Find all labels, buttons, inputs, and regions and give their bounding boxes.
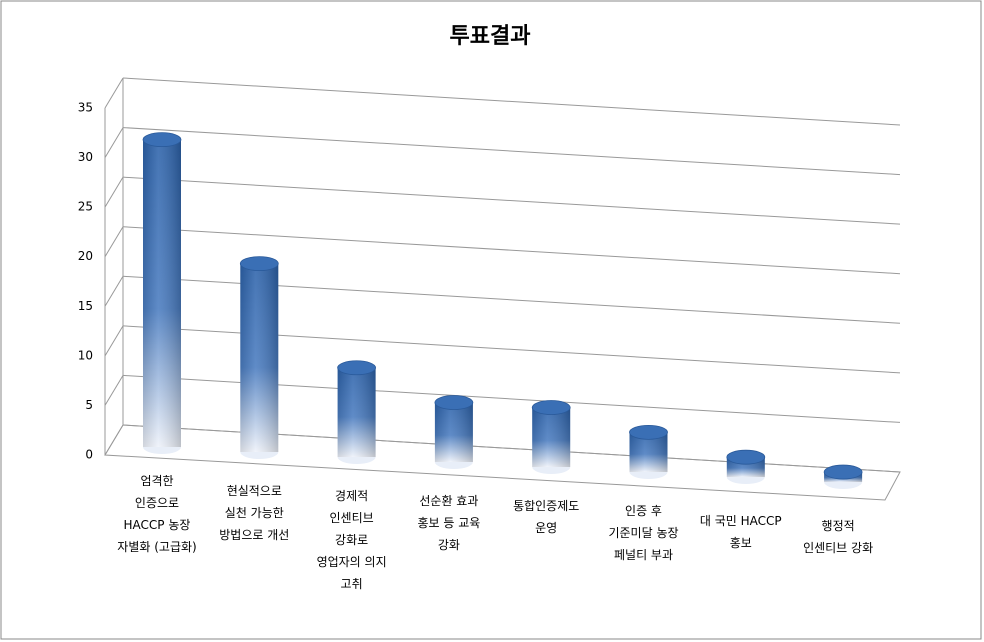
bar-part (726, 449, 766, 465)
bar (142, 132, 182, 454)
y-tick-label: 25 (78, 200, 93, 214)
y-tick-label: 35 (78, 101, 93, 115)
x-tick-label: 경제적 인센티브 강화로 영업자의 의지 고취 (316, 489, 387, 591)
y-tick-label: 30 (78, 150, 93, 164)
grid-line (104, 325, 124, 357)
chart-title: 투표결과 (450, 24, 531, 49)
bar-part (142, 132, 182, 148)
y-tick-label: 5 (85, 398, 93, 412)
grid-line (104, 424, 124, 456)
x-tick-label: 현실적으로 실천 가능한 방법으로 개선 (219, 484, 290, 542)
y-tick-label: 15 (78, 299, 93, 313)
bar (531, 400, 571, 474)
y-tick-label: 10 (78, 348, 93, 362)
bar-part (337, 360, 377, 376)
grid-line (104, 127, 124, 158)
bar-part (531, 400, 571, 415)
grid-line (122, 127, 901, 176)
bar-part (434, 395, 474, 410)
grid-line (104, 276, 124, 307)
grid-line (122, 77, 901, 126)
bar (726, 449, 766, 484)
bar-part (337, 367, 376, 457)
bar-part (143, 139, 181, 447)
grid-line (104, 176, 124, 208)
grid-line (104, 226, 124, 257)
bar-part (240, 263, 279, 452)
bar-part (434, 402, 473, 462)
x-tick-label: 대 국민 HACCP 홍보 (699, 514, 782, 550)
grid-line (122, 226, 901, 275)
grid-line (104, 77, 124, 109)
bar-part (823, 464, 863, 480)
x-tick-label: 인증 후 기준미달 농장 페널티 부과 (608, 504, 679, 562)
bar (823, 464, 863, 489)
bar (629, 424, 668, 479)
bar (239, 256, 279, 459)
bar-part (532, 407, 571, 467)
bar-part (239, 256, 279, 272)
bar (434, 395, 474, 469)
x-tick-label: 선순환 효과 홍보 등 교육 강화 (417, 494, 481, 552)
grid-line (104, 375, 124, 406)
bar (337, 360, 377, 464)
x-tick-label: 행정적 인센티브 강화 (803, 519, 874, 555)
grid-line (122, 176, 901, 225)
y-tick-label: 0 (85, 448, 93, 462)
bar-part (629, 424, 668, 440)
y-tick-label: 20 (78, 249, 93, 263)
x-tick-label: 엄격한 인증으로 HACCP 농장 자별화 (고급화) (117, 474, 197, 554)
x-tick-label: 통합인증제도 운영 (513, 499, 580, 535)
